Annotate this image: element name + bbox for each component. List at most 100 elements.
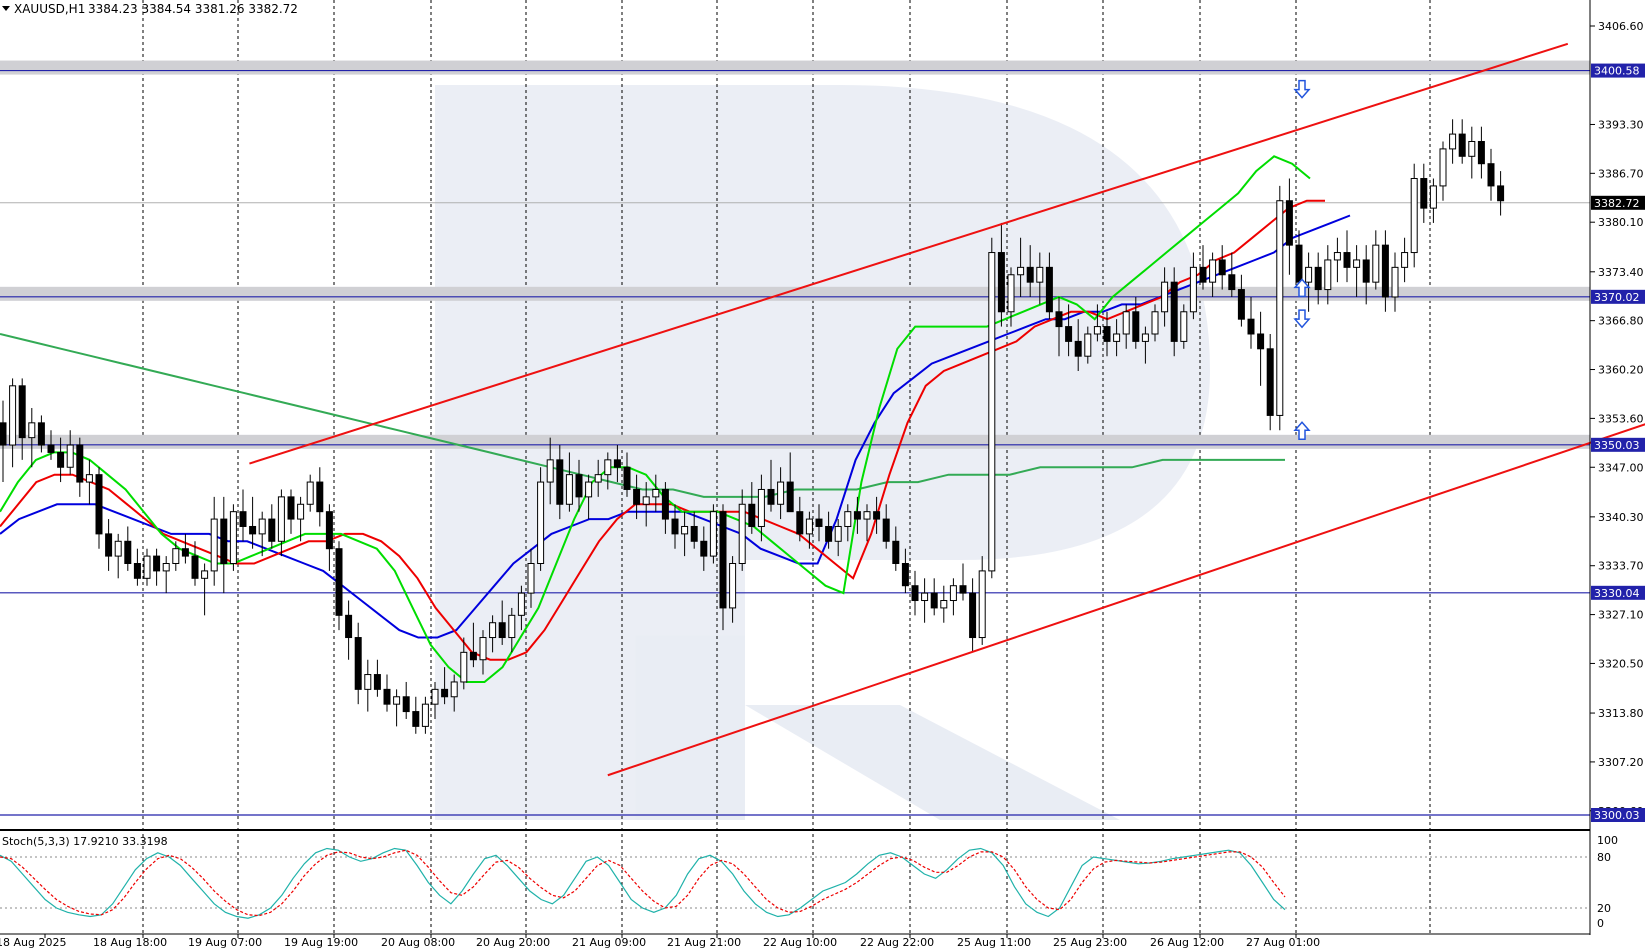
candle-body <box>1209 259 1217 283</box>
candle-body <box>469 651 477 661</box>
candle-body <box>1218 259 1226 276</box>
candle-body <box>1141 333 1149 342</box>
stoch-tick-label: 20 <box>1597 902 1611 915</box>
candle-body <box>1132 311 1140 342</box>
candle-body <box>1439 148 1447 187</box>
candle-body <box>345 614 353 639</box>
candle-body <box>268 518 276 542</box>
x-tick-label: 20 Aug 08:00 <box>381 936 455 948</box>
candle-body <box>153 555 161 572</box>
candle-body <box>700 540 708 557</box>
candle-body <box>1343 252 1351 268</box>
candle-body <box>373 674 381 690</box>
candle-body <box>85 474 93 483</box>
candle-body <box>460 651 468 683</box>
support-resistance-levels <box>0 60 1590 816</box>
candle-body <box>95 474 103 535</box>
candle-body <box>873 511 881 520</box>
candle-body <box>441 688 449 698</box>
candle-body <box>969 592 977 639</box>
candle-body <box>1122 311 1130 335</box>
candle-body <box>546 459 554 483</box>
candle-body <box>28 422 36 439</box>
candle-body <box>210 518 218 572</box>
ohlc-readout: 3384.23 3384.54 3381.26 3382.72 <box>88 2 298 16</box>
candle-body <box>114 540 122 557</box>
candle-body <box>517 592 525 616</box>
level-label-box <box>1591 437 1645 452</box>
stoch-header: Stoch(5,3,3) 17.9210 33.3198 <box>2 835 168 848</box>
candle-body <box>316 481 324 513</box>
candle-body <box>1391 266 1399 298</box>
candle-body <box>229 511 237 565</box>
x-tick-label: 18 Aug 18:00 <box>93 936 167 948</box>
candle-body <box>575 474 583 498</box>
symbol-menu-triangle-icon[interactable] <box>2 6 10 11</box>
candle-body <box>1189 266 1197 313</box>
candle-body <box>1161 281 1169 313</box>
level-label-box <box>1591 289 1645 304</box>
candle-body <box>354 637 362 690</box>
y-tick-label: 3373.40 <box>1598 266 1644 279</box>
candle-body <box>671 518 679 535</box>
arrow-up-icon <box>1293 421 1311 440</box>
candle-body <box>364 674 372 690</box>
channel-lower-line <box>607 423 1645 777</box>
candle-body <box>1410 178 1418 254</box>
stoch-tick-label: 80 <box>1597 851 1611 864</box>
candle-body <box>412 711 420 727</box>
candle-body <box>988 252 996 572</box>
x-tick-label: 27 Aug 01:00 <box>1246 936 1320 948</box>
candle-body <box>57 451 65 468</box>
candle-body <box>537 481 545 565</box>
candle-body <box>921 592 929 602</box>
candle-body <box>383 688 391 705</box>
candle-body <box>1458 133 1466 157</box>
candle-body <box>9 385 17 446</box>
candle-body <box>1477 140 1485 165</box>
candle-body <box>1026 266 1034 283</box>
y-tick-label: 3340.30 <box>1598 511 1644 524</box>
x-tick-label: 22 Aug 10:00 <box>763 936 837 948</box>
y-tick-label: 3360.20 <box>1598 364 1644 377</box>
candle-body <box>825 525 833 542</box>
candle-body <box>431 688 439 705</box>
candle-body <box>565 474 573 505</box>
y-tick-label: 3347.00 <box>1598 461 1644 474</box>
candle-body <box>661 488 669 520</box>
current-price-box <box>1591 195 1645 210</box>
candle-body <box>959 585 967 594</box>
candle-body <box>1228 274 1236 291</box>
channel-upper-line <box>249 42 1569 465</box>
candle-body <box>748 503 756 527</box>
arrow-up-icon <box>1293 278 1311 298</box>
trend-channel[interactable] <box>249 42 1645 777</box>
level-zone <box>0 60 1590 75</box>
candle-body <box>1237 289 1245 320</box>
candle-body <box>220 518 228 565</box>
level-price-labels: 3400.58 3370.02 3350.03 3330.04 3300.03 3382.… <box>1591 63 1645 822</box>
candle-body <box>277 496 285 542</box>
stoch-main-line <box>0 847 1286 919</box>
candle-body <box>1017 266 1025 276</box>
candle-body <box>421 703 429 727</box>
candle-body <box>892 540 900 565</box>
candle-body <box>949 585 957 602</box>
candle-body <box>719 511 727 609</box>
candle-body <box>37 422 45 446</box>
candle-body <box>1333 252 1341 261</box>
candle-body <box>633 488 641 505</box>
x-tick-label: 26 Aug 12:00 <box>1150 936 1224 948</box>
candle-body <box>239 511 247 527</box>
candle-body <box>844 511 852 527</box>
candle-body <box>623 466 631 490</box>
candle-body <box>76 444 84 483</box>
candle-body <box>1487 163 1495 187</box>
candle-body <box>1468 140 1476 157</box>
candle-body <box>1381 244 1389 298</box>
candle-body <box>930 592 938 609</box>
x-tick-label: 20 Aug 20:00 <box>476 936 550 948</box>
candle-body <box>556 459 564 505</box>
candle-body <box>863 511 871 520</box>
